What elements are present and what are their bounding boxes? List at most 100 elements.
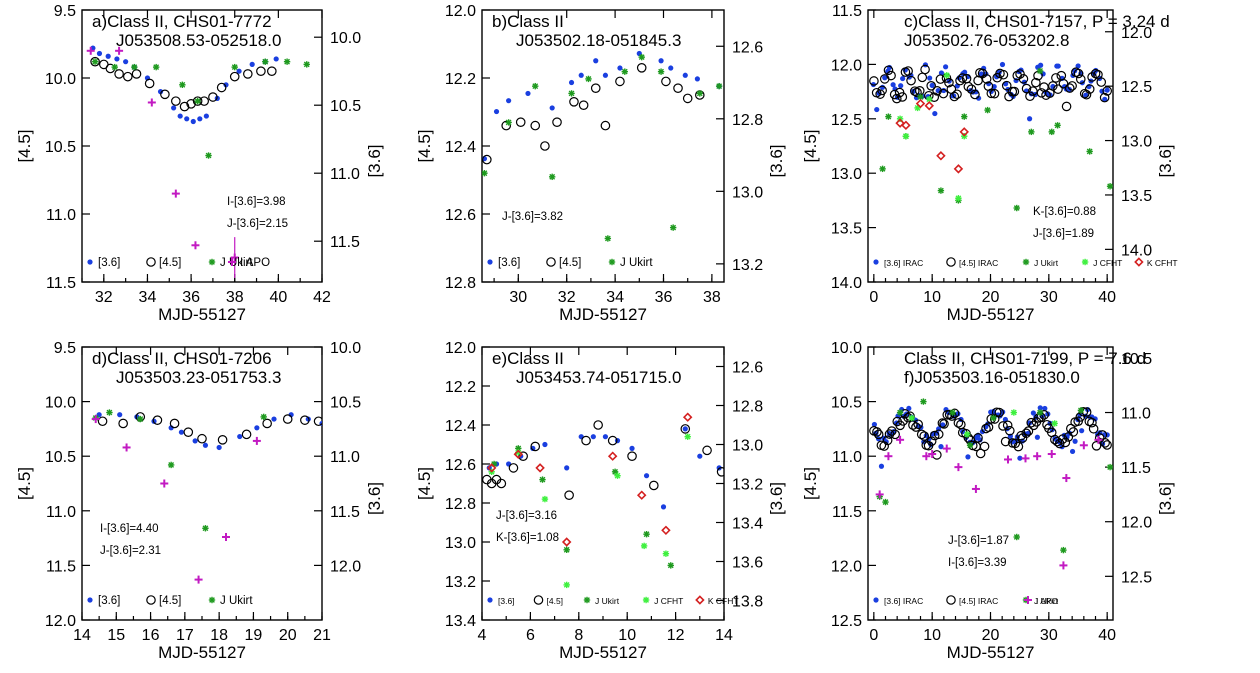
y-tick-label-right: 10.5 xyxy=(330,98,361,115)
legend-label: K CFHT xyxy=(1147,258,1178,268)
x-tick-label: 36 xyxy=(655,289,673,306)
legend-marker xyxy=(87,597,93,603)
y-tick-label-left: 12.0 xyxy=(445,3,476,20)
legend-marker xyxy=(546,257,556,267)
annotation: K-[3.6]=0.88 xyxy=(1033,206,1096,218)
data-point xyxy=(122,443,131,452)
data-point xyxy=(884,452,893,461)
y-axis-title-right: [3.6] xyxy=(365,144,384,177)
data-point xyxy=(989,88,1000,99)
legend-marker xyxy=(533,595,544,605)
data-point xyxy=(249,61,255,67)
data-point xyxy=(1031,77,1041,88)
y-tick-label-right: 13.4 xyxy=(732,516,763,533)
data-point xyxy=(192,96,203,106)
data-point xyxy=(496,478,507,489)
data-point xyxy=(887,426,897,436)
data-point xyxy=(998,421,1008,431)
data-point xyxy=(137,415,144,423)
data-point xyxy=(178,429,185,435)
data-point xyxy=(949,408,960,419)
x-tick-label: 10 xyxy=(923,627,941,644)
data-point xyxy=(539,476,546,483)
data-point xyxy=(636,490,647,500)
data-point xyxy=(194,97,201,105)
data-point xyxy=(926,436,937,447)
x-tick-label: 42 xyxy=(313,289,331,306)
legend-marker xyxy=(873,259,879,265)
data-point xyxy=(540,141,550,151)
data-point xyxy=(1099,92,1110,103)
data-point xyxy=(271,416,277,422)
data-point xyxy=(940,422,946,428)
data-point xyxy=(1042,405,1048,412)
y-axis-title-left: [4.5] xyxy=(415,129,434,162)
data-point xyxy=(973,433,983,443)
data-point xyxy=(702,445,712,456)
data-point xyxy=(203,113,209,119)
data-point xyxy=(1001,80,1012,91)
data-point xyxy=(1038,62,1044,68)
data-point xyxy=(1069,448,1076,455)
x-tick-label: 0 xyxy=(869,289,878,306)
data-point xyxy=(975,448,986,459)
data-point xyxy=(216,82,227,93)
data-point xyxy=(604,235,612,242)
data-point xyxy=(1075,63,1081,69)
data-point xyxy=(282,414,293,424)
legend-marker xyxy=(1022,258,1030,266)
y-tick-label-right: 13.0 xyxy=(732,184,763,201)
panel-title-line: e)Class II xyxy=(492,349,564,368)
data-point xyxy=(1021,454,1030,463)
data-point xyxy=(1057,434,1068,444)
panel-title-line: d)Class II, CHS01-7206 xyxy=(92,349,272,368)
data-point xyxy=(184,116,190,122)
y-tick-label-left: 12.5 xyxy=(831,613,862,630)
y-tick-label-left: 12.2 xyxy=(445,71,476,88)
legend-marker xyxy=(146,257,156,267)
y-tick-label-left: 10.5 xyxy=(45,449,76,466)
data-point xyxy=(505,119,512,126)
data-point xyxy=(917,93,924,101)
data-point xyxy=(262,418,272,429)
data-point xyxy=(929,82,935,88)
y-tick-label-left: 12.0 xyxy=(45,613,76,630)
data-point xyxy=(1091,441,1102,451)
data-point xyxy=(911,422,921,432)
data-point xyxy=(515,117,526,127)
y-tick-label-left: 12.6 xyxy=(445,207,476,224)
data-point xyxy=(1062,474,1071,483)
legend: [3.6] IRAC [4.5] IRAC J Ukirt J CFHT K CFHT xyxy=(873,257,1178,268)
data-point xyxy=(998,69,1009,80)
data-point xyxy=(936,151,946,161)
data-point xyxy=(983,422,994,432)
data-point xyxy=(1021,83,1032,94)
data-point xyxy=(696,90,703,97)
data-point xyxy=(640,542,648,550)
data-point xyxy=(236,68,242,74)
legend-label: [4.5] xyxy=(159,257,181,269)
y-tick-label-left: 13.2 xyxy=(445,574,476,591)
y-tick-label-right: 12.0 xyxy=(1121,25,1152,42)
data-point xyxy=(990,414,997,422)
data-point xyxy=(168,425,174,431)
data-point xyxy=(924,101,934,111)
data-point xyxy=(303,61,310,68)
data-point xyxy=(486,463,497,473)
data-point xyxy=(928,450,937,459)
data-point xyxy=(111,63,118,71)
data-point xyxy=(202,525,209,532)
data-point xyxy=(661,76,671,87)
data-point xyxy=(897,92,908,102)
data-point xyxy=(1017,455,1023,461)
data-point xyxy=(171,189,180,198)
data-point xyxy=(920,398,927,405)
data-point xyxy=(874,106,880,113)
legend-label: [4.5] xyxy=(159,595,181,607)
data-point xyxy=(1034,434,1040,440)
y-tick-label-left: 12.0 xyxy=(831,57,862,74)
data-point xyxy=(939,419,949,429)
data-point xyxy=(1010,438,1021,449)
data-point xyxy=(283,58,291,65)
